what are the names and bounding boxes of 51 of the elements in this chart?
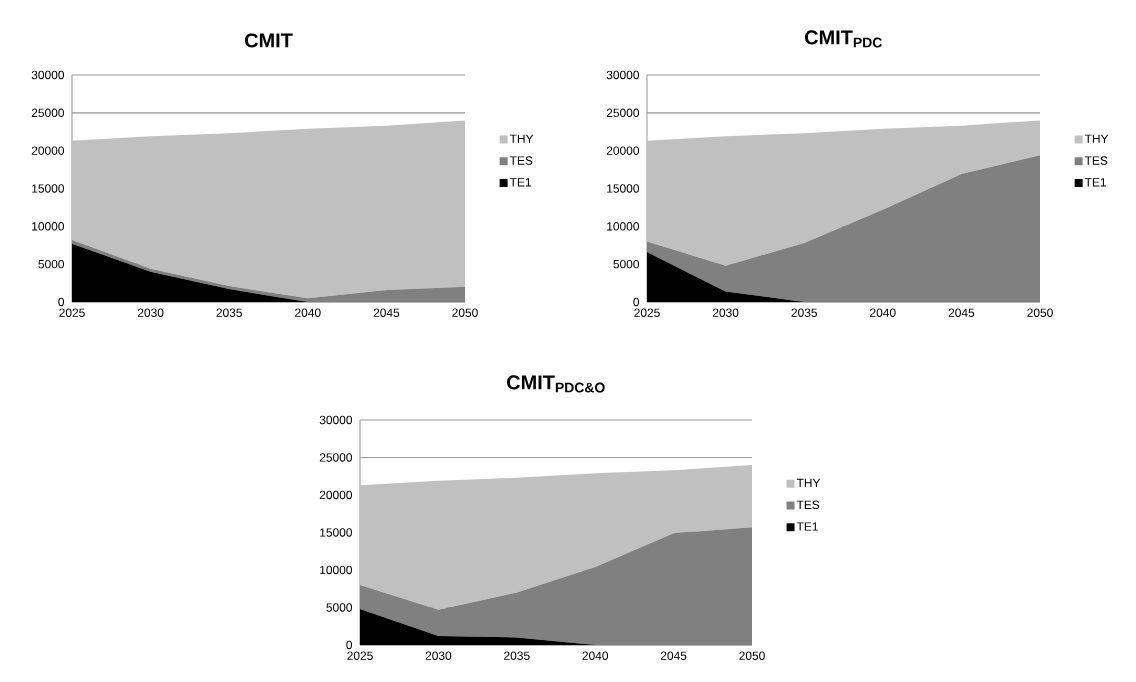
y-tick-label: 25000	[31, 108, 65, 118]
x-tick-label: 2030	[137, 308, 164, 317]
x-tick-label: 2025	[634, 308, 660, 317]
x-tick-label: 2050	[739, 651, 765, 660]
legend-label: TE1	[796, 522, 818, 531]
y-tick-label: 10000	[607, 222, 640, 231]
y-tick-label: 30000	[319, 415, 353, 425]
y-tick-label: 20000	[319, 490, 353, 500]
legend-label: THY	[1084, 134, 1109, 143]
y-tick-label: 25000	[319, 453, 353, 462]
legend-label: TE1	[509, 178, 531, 187]
y-tick-label: 20000	[31, 146, 65, 155]
x-tick-label: 2040	[870, 308, 896, 317]
y-tick-label: 5000	[326, 603, 353, 612]
legend-label: TES	[509, 156, 533, 165]
legend-label: THY	[796, 478, 821, 488]
legend-label: THY	[509, 134, 534, 143]
x-tick-label: 2035	[504, 651, 530, 660]
x-tick-label: 2050	[452, 308, 478, 317]
legend-label: TE1	[1084, 178, 1106, 187]
x-tick-label: 2030	[712, 308, 739, 317]
y-tick-label: 0	[346, 640, 353, 650]
y-tick-label: 20000	[606, 146, 640, 155]
x-tick-label: 2045	[948, 308, 975, 317]
y-tick-label: 30000	[606, 70, 640, 80]
x-tick-label: 2035	[216, 308, 242, 317]
x-tick-label: 2040	[582, 651, 609, 660]
y-tick-label: 0	[58, 297, 65, 307]
y-tick-label: 5000	[613, 259, 640, 269]
y-tick-label: 15000	[607, 184, 640, 193]
x-tick-label: 2045	[373, 308, 400, 317]
chart-title: CMIT$_{PDC&O}$	[507, 375, 605, 393]
chart-title: CMIT$_{PDC}$	[805, 30, 882, 48]
x-tick-label: 2030	[425, 651, 452, 660]
y-tick-label: 15000	[320, 528, 353, 537]
x-tick-label: 2040	[295, 308, 321, 317]
y-tick-label: 30000	[31, 70, 65, 80]
y-tick-label: 15000	[32, 184, 65, 193]
x-tick-label: 2025	[347, 651, 373, 660]
legend-label: TES	[1084, 156, 1108, 165]
y-tick-label: 0	[633, 297, 640, 307]
x-tick-label: 2025	[59, 308, 85, 317]
y-tick-label: 10000	[32, 222, 65, 231]
y-tick-label: 25000	[606, 108, 640, 118]
y-tick-label: 10000	[320, 565, 353, 575]
chart-title: CMIT	[244, 33, 293, 48]
x-tick-label: 2045	[660, 651, 687, 660]
legend-label: TES	[796, 500, 820, 510]
x-tick-label: 2050	[1027, 308, 1053, 317]
x-tick-label: 2035	[791, 308, 817, 317]
y-tick-label: 5000	[38, 259, 65, 269]
